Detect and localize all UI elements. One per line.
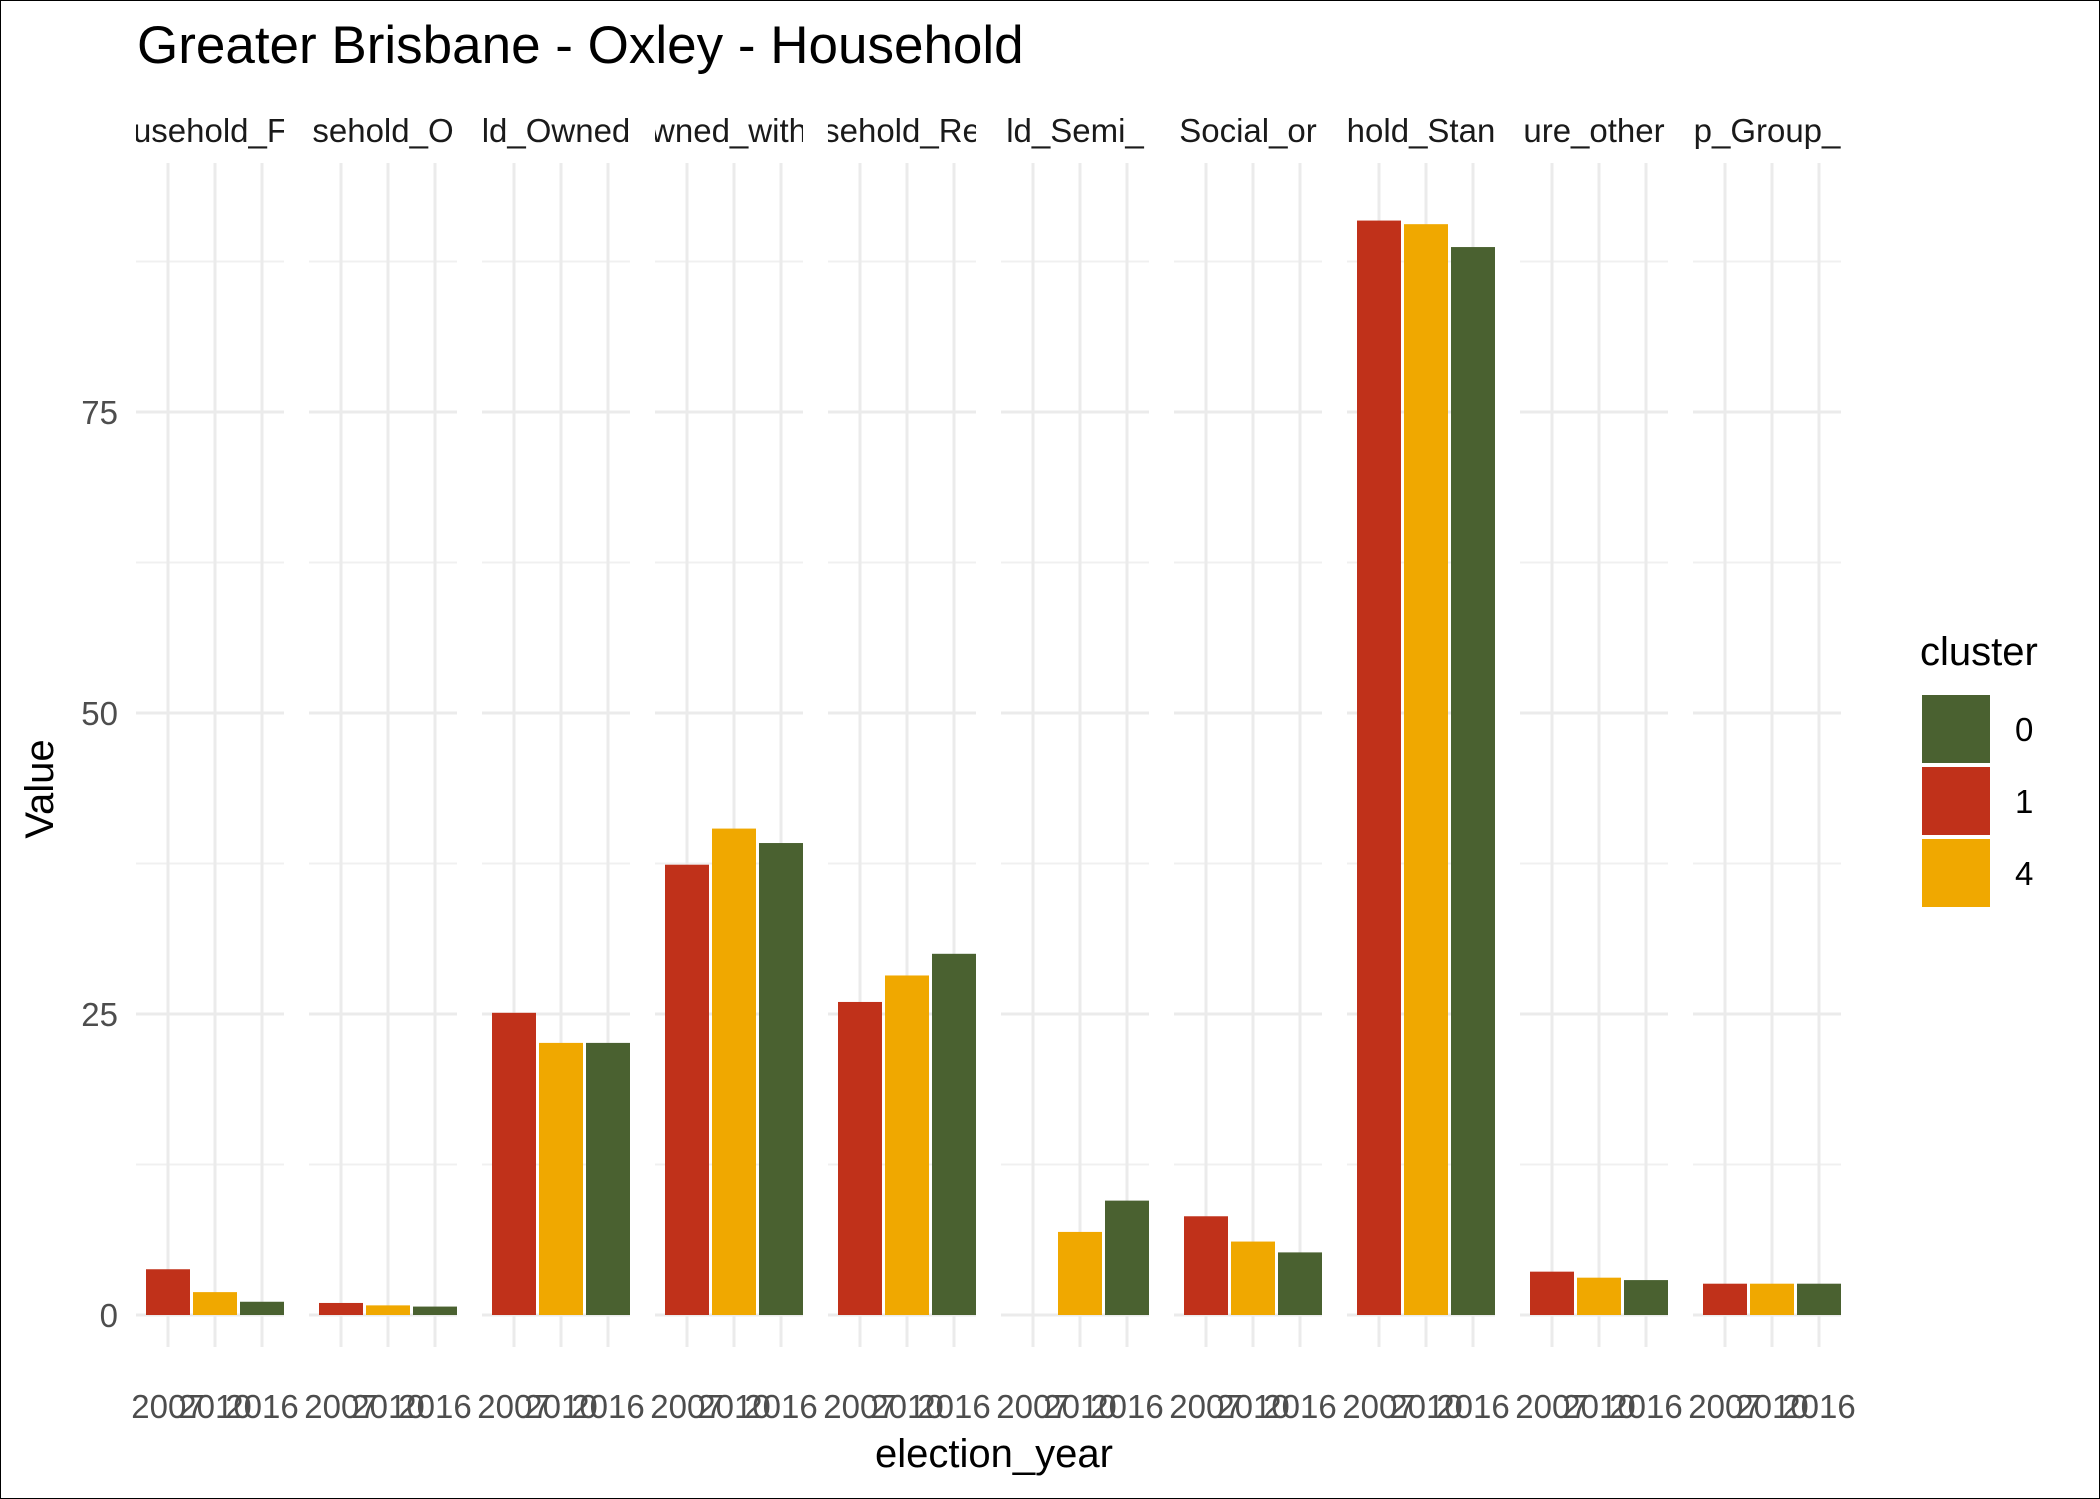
bar [240, 1301, 284, 1315]
x-tick-label: 2010 [1562, 1388, 1635, 1425]
legend-key [1922, 695, 1990, 763]
x-tick-label: 2010 [524, 1388, 597, 1425]
facet-strip-layer: usehold_F sehold_O ld_Owned wned_with sehold… [133, 112, 1841, 149]
y-tick-label: 75 [81, 394, 118, 431]
facet-strip-label: ld_Semi_ [1006, 112, 1144, 149]
x-tick-label: 2010 [1389, 1388, 1462, 1425]
x-tick-label: 2007 [304, 1388, 377, 1425]
bar [366, 1305, 410, 1315]
x-tick-label: 2007 [1342, 1388, 1415, 1425]
x-tick-label: 2007 [650, 1388, 723, 1425]
bar [1184, 1216, 1228, 1315]
x-tick-label: 2016 [1436, 1388, 1509, 1425]
x-tick-label: 2010 [1043, 1388, 1116, 1425]
grid-layer [136, 163, 1841, 1347]
bar [413, 1306, 457, 1315]
x-axis-title: election_year [875, 1432, 1113, 1476]
y-tick-label: 0 [100, 1297, 118, 1334]
x-tick-label: 2016 [398, 1388, 471, 1425]
x-tick-label: 2010 [178, 1388, 251, 1425]
y-tick-layer: 0 25 50 75 [81, 394, 118, 1334]
x-tick-label: 2016 [571, 1388, 644, 1425]
bar [1451, 247, 1495, 1315]
chart-title: Greater Brisbane - Oxley - Household [137, 16, 1024, 75]
y-tick-label: 50 [81, 695, 118, 732]
bar [1058, 1231, 1102, 1315]
bar [146, 1269, 190, 1315]
legend-label: 4 [2015, 855, 2033, 892]
legend: cluster 0 1 4 [1920, 630, 2038, 907]
legend-key [1922, 839, 1990, 907]
x-tick-label: 2016 [225, 1388, 298, 1425]
bar [319, 1302, 363, 1315]
facet-strip-label: usehold_F [133, 112, 287, 149]
bar [539, 1042, 583, 1315]
bar [193, 1292, 237, 1315]
facet-strip-label: ure_other [1523, 112, 1664, 149]
bar [1231, 1241, 1275, 1315]
legend-title: cluster [1920, 630, 2038, 674]
bar [1278, 1252, 1322, 1315]
bar [1105, 1200, 1149, 1315]
facet-strip-label: sehold_O [312, 112, 453, 149]
bar [1624, 1280, 1668, 1315]
facet-strip-label: hold_Stan [1347, 112, 1496, 149]
bar [1530, 1271, 1574, 1315]
facet-strip-label: wned_with [650, 112, 807, 149]
bar [759, 843, 803, 1315]
bar [838, 1001, 882, 1315]
x-tick-label: 2007 [477, 1388, 550, 1425]
x-tick-label: 2007 [131, 1388, 204, 1425]
facet-strip-label: p_Group_ [1694, 112, 1841, 149]
x-tick-label: 2010 [1216, 1388, 1289, 1425]
legend-key [1922, 767, 1990, 835]
bar [492, 1012, 536, 1315]
bar [885, 975, 929, 1315]
facet-strip-label: ld_Owned [482, 112, 631, 149]
x-tick-label: 2010 [351, 1388, 424, 1425]
x-tick-label: 2016 [1782, 1388, 1855, 1425]
bar [665, 864, 709, 1315]
bar [1577, 1277, 1621, 1315]
bar [712, 828, 756, 1315]
x-tick-label: 2010 [1735, 1388, 1808, 1425]
x-tick-label: 2007 [1688, 1388, 1761, 1425]
bar [1750, 1283, 1794, 1315]
bar [586, 1042, 630, 1315]
x-tick-label: 2007 [996, 1388, 1069, 1425]
x-tick-label: 2007 [1169, 1388, 1242, 1425]
legend-label: 0 [2015, 711, 2033, 748]
y-axis-title: Value [18, 739, 62, 838]
x-tick-label: 2007 [823, 1388, 896, 1425]
x-tick-label: 2010 [870, 1388, 943, 1425]
facet-strip-label: sehold_Re [823, 112, 981, 149]
facet-strip-label: Social_or [1179, 112, 1317, 149]
bar-layer [146, 220, 1841, 1316]
x-tick-label: 2016 [917, 1388, 990, 1425]
legend-label: 1 [2015, 783, 2033, 820]
bar [1703, 1283, 1747, 1315]
x-tick-label: 2007 [1515, 1388, 1588, 1425]
bar [1404, 224, 1448, 1315]
x-tick-label: 2010 [697, 1388, 770, 1425]
x-tick-label: 2016 [1609, 1388, 1682, 1425]
bar [932, 953, 976, 1315]
x-tick-label: 2016 [1090, 1388, 1163, 1425]
bar [1357, 220, 1401, 1316]
x-tick-label: 2016 [1263, 1388, 1336, 1425]
x-tick-label: 2016 [744, 1388, 817, 1425]
bar [1797, 1283, 1841, 1315]
y-tick-label: 25 [81, 996, 118, 1033]
